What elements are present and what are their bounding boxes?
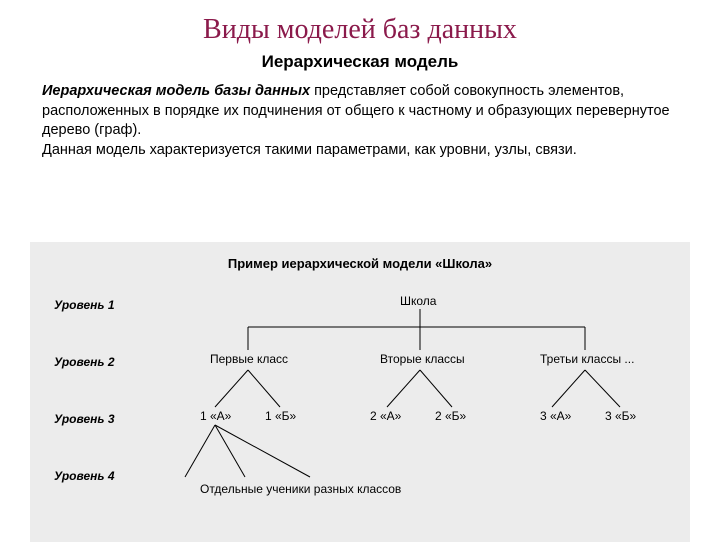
- page-title: Виды моделей баз данных: [0, 14, 720, 46]
- page-subtitle: Иерархическая модель: [0, 52, 720, 72]
- para2: Данная модель характеризуется такими пар…: [42, 142, 577, 158]
- intro-paragraph: Иерархическая модель базы данных предста…: [0, 72, 720, 160]
- tree-connectors: [30, 242, 690, 542]
- hierarchy-diagram: Пример иерархической модели «Школа» Уров…: [30, 242, 690, 542]
- para-lead: Иерархическая модель базы данных: [42, 83, 310, 99]
